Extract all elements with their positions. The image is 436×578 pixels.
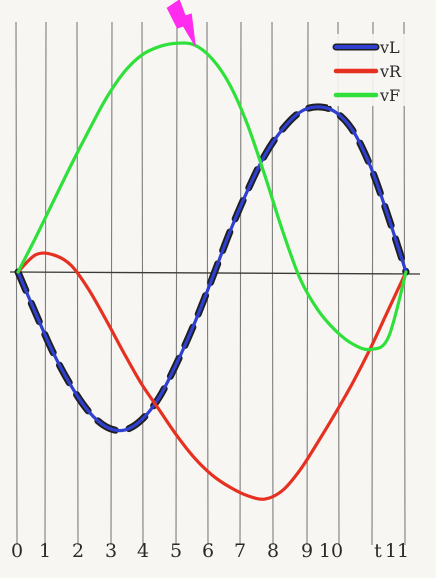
grid-line-8 [271,21,274,546]
series-vr-line [16,251,408,501]
x-tick-label-0: 0 [11,540,23,562]
series-group [14,41,410,501]
x-tick-label-5: 5 [170,540,182,562]
annotations [166,0,196,47]
grid-line-5 [175,21,178,546]
grid-line-1 [44,21,47,546]
x-tick-labels: 0 1 2 3 4 5 6 7 8 9 10 t 11 [11,540,409,562]
grid-line-7 [239,21,242,546]
x-tick-label-7: 7 [234,540,246,562]
x-tick-label-10: 10 [319,540,343,562]
x-tick-label-1: 1 [39,540,51,562]
x-tick-label-9: 9 [301,540,313,562]
x-tick-label-3: 3 [105,540,117,562]
x-tick-label-11: t [374,540,382,562]
series-vl-line [16,105,408,433]
grid-line-4 [141,21,144,546]
legend: vL vR vF [328,34,432,106]
x-tick-label-4: 4 [137,540,149,562]
grid-line-9 [306,21,309,546]
x-tick-label-8: 8 [267,540,279,562]
grid-line-3 [110,21,113,546]
grid-line-10 [337,21,340,546]
legend-label-vr: vR [379,62,402,81]
grid-line-0 [15,21,18,546]
x-tick-label-6: 6 [202,540,214,562]
grid-line-11 [371,21,374,546]
series-vf-line [16,41,408,352]
lightning-bolt-icon [166,0,196,47]
legend-label-vf: vF [379,86,400,105]
grid-line-2 [76,21,79,546]
x-tick-label-2: 2 [72,540,84,562]
x-tick-label-12: 11 [385,540,409,562]
legend-label-vl: vL [379,38,400,57]
